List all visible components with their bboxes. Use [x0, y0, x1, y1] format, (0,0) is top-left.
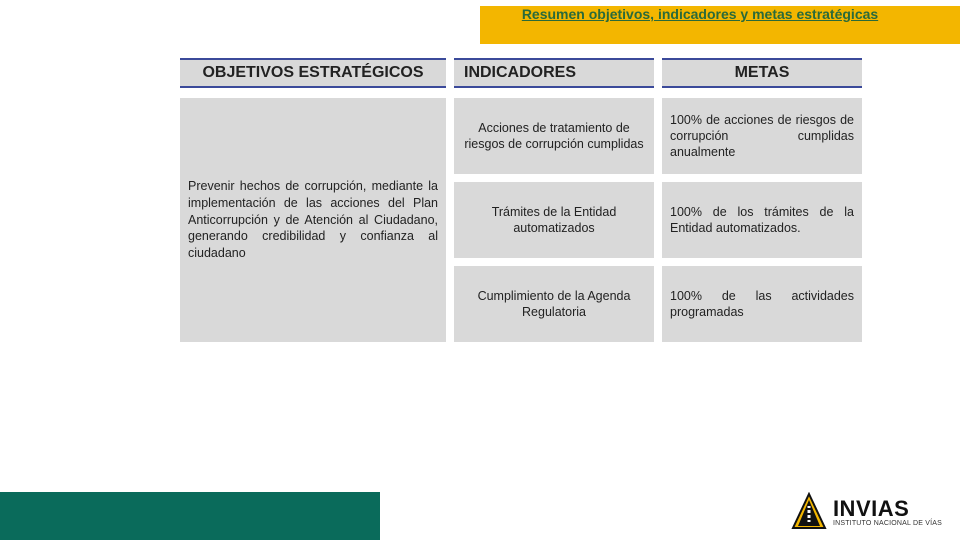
- table-row: Cumplimiento de la Agenda Regulatoria 10…: [454, 266, 878, 342]
- summary-table: OBJETIVOS ESTRATÉGICOS INDICADORES METAS…: [180, 58, 878, 342]
- page-title: Resumen objetivos, indicadores y metas e…: [480, 6, 920, 24]
- table-row: Acciones de tratamiento de riesgos de co…: [454, 98, 878, 174]
- header-indicadores: INDICADORES: [454, 58, 654, 88]
- logo-main-text: INVIAS: [833, 498, 942, 520]
- table-header-row: OBJETIVOS ESTRATÉGICOS INDICADORES METAS: [180, 58, 878, 88]
- indicador-cell: Trámites de la Entidad automatizados: [454, 182, 654, 258]
- meta-cell: 100% de las actividades programadas: [662, 266, 862, 342]
- indicador-meta-rows: Acciones de tratamiento de riesgos de co…: [454, 98, 878, 342]
- header-metas: METAS: [662, 58, 862, 88]
- header-objetivos: OBJETIVOS ESTRATÉGICOS: [180, 58, 446, 88]
- invias-logo: INVIAS INSTITUTO NACIONAL DE VÍAS: [791, 492, 942, 532]
- indicador-cell: Acciones de tratamiento de riesgos de co…: [454, 98, 654, 174]
- table-body: Prevenir hechos de corrupción, mediante …: [180, 98, 878, 342]
- footer-accent-bar: [0, 492, 380, 540]
- table-row: Trámites de la Entidad automatizados 100…: [454, 182, 878, 258]
- meta-cell: 100% de los trámites de la Entidad autom…: [662, 182, 862, 258]
- logo-sub-text: INSTITUTO NACIONAL DE VÍAS: [833, 520, 942, 527]
- objetivo-cell: Prevenir hechos de corrupción, mediante …: [180, 98, 446, 342]
- invias-logo-icon: [791, 492, 827, 532]
- meta-cell: 100% de acciones de riesgos de corrupció…: [662, 98, 862, 174]
- indicador-cell: Cumplimiento de la Agenda Regulatoria: [454, 266, 654, 342]
- logo-text: INVIAS INSTITUTO NACIONAL DE VÍAS: [833, 498, 942, 527]
